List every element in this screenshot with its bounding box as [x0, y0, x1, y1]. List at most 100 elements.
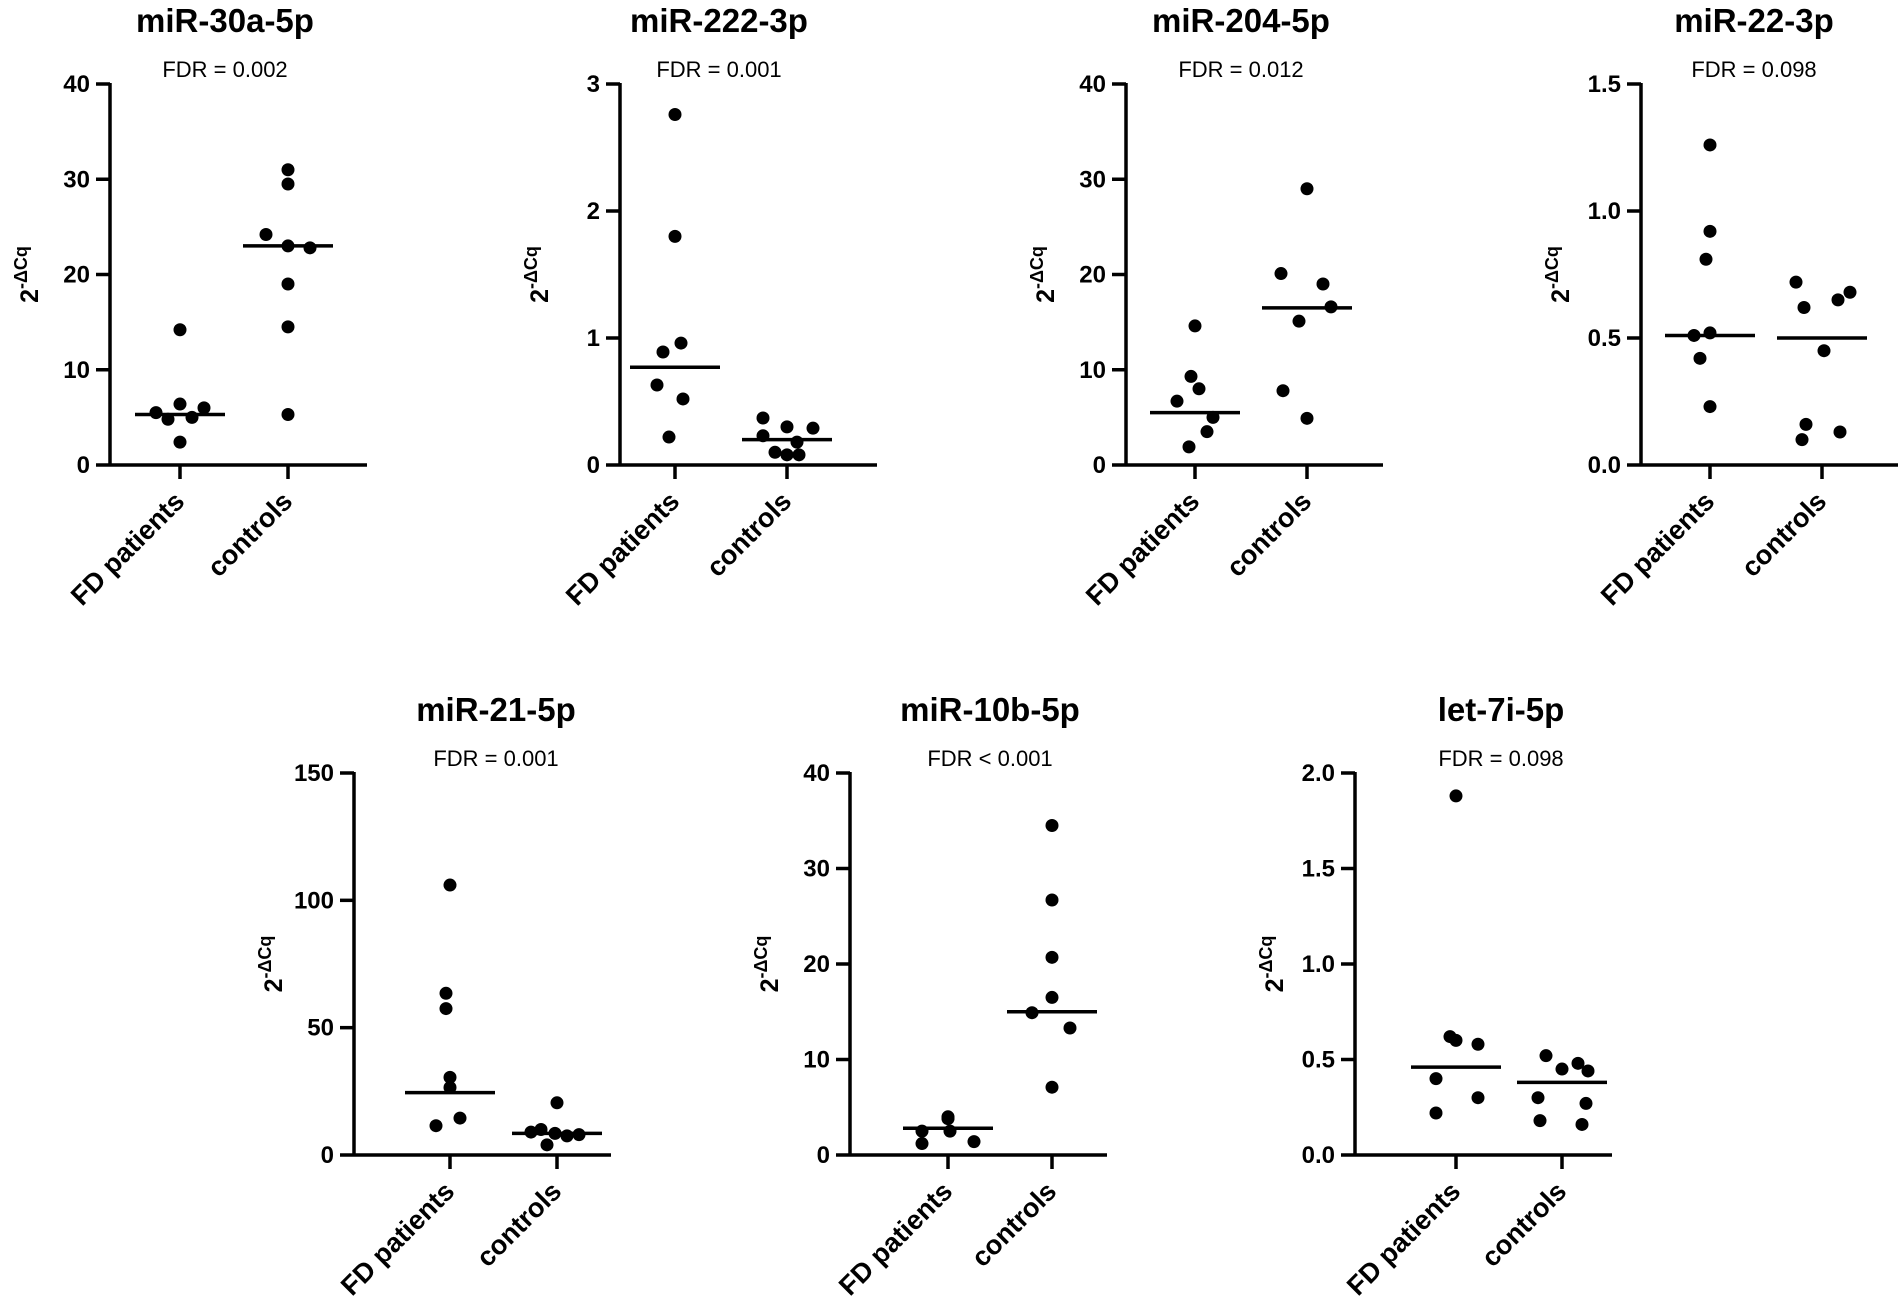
- data-point: [1579, 1096, 1593, 1110]
- data-point: [1843, 285, 1857, 299]
- data-point: [1539, 1049, 1553, 1063]
- y-axis-label: 2-ΔCq: [1256, 936, 1289, 993]
- y-axis-label-superscript: -ΔCq: [1027, 246, 1047, 289]
- chart-title: let-7i-5p: [1438, 691, 1565, 728]
- data-point: [453, 1111, 467, 1125]
- data-point: [548, 1126, 562, 1140]
- y-tick-label: 30: [63, 166, 90, 193]
- data-point: [185, 410, 199, 424]
- x-category-label: controls: [966, 1176, 1063, 1273]
- y-axis-label: 2-ΔCq: [11, 246, 44, 303]
- y-tick-label: 30: [803, 856, 830, 883]
- data-point: [1687, 328, 1701, 342]
- y-tick-label: 0.5: [1588, 325, 1621, 352]
- data-point: [534, 1123, 548, 1137]
- data-point: [941, 1112, 955, 1126]
- y-axis-label-base: 2: [1032, 289, 1060, 303]
- data-point: [1831, 293, 1845, 307]
- y-axis-label: 2-ΔCq: [751, 936, 784, 993]
- data-point: [572, 1128, 586, 1142]
- data-point: [443, 878, 457, 892]
- data-point: [1555, 1062, 1569, 1076]
- y-axis-label-superscript: -ΔCq: [751, 936, 771, 979]
- data-point: [1274, 267, 1288, 281]
- x-category-label: FD patients: [1080, 486, 1205, 611]
- y-tick-label: 2.0: [1302, 760, 1335, 787]
- data-point: [668, 229, 682, 243]
- data-point: [656, 345, 670, 359]
- data-point: [1063, 1021, 1077, 1035]
- y-tick-label: 40: [803, 760, 830, 787]
- data-point: [1703, 326, 1717, 340]
- data-point: [281, 277, 295, 291]
- data-point: [540, 1138, 554, 1152]
- fdr-annotation: FDR = 0.002: [162, 57, 287, 82]
- y-tick-label: 20: [1079, 262, 1106, 289]
- data-point: [1045, 893, 1059, 907]
- data-point: [943, 1124, 957, 1138]
- data-point: [650, 378, 664, 392]
- y-tick-label: 0.0: [1302, 1142, 1335, 1169]
- y-tick-label: 40: [63, 71, 90, 98]
- y-tick-label: 10: [63, 357, 90, 384]
- data-point: [1703, 224, 1717, 238]
- data-point: [662, 430, 676, 444]
- data-point: [443, 1081, 457, 1095]
- y-tick-label: 1.0: [1588, 198, 1621, 225]
- data-point: [1324, 300, 1338, 314]
- x-category-label: FD patients: [833, 1176, 958, 1301]
- data-point: [1693, 351, 1707, 365]
- x-category-label: controls: [701, 486, 798, 583]
- data-point: [915, 1137, 929, 1151]
- fdr-annotation: FDR = 0.001: [656, 57, 781, 82]
- data-point: [676, 392, 690, 406]
- data-point: [1449, 789, 1463, 803]
- fdr-annotation: FDR = 0.012: [1178, 57, 1303, 82]
- x-category-label: controls: [471, 1176, 568, 1273]
- y-tick-label: 0: [321, 1142, 334, 1169]
- data-point: [1429, 1106, 1443, 1120]
- y-tick-label: 10: [803, 1047, 830, 1074]
- y-axis-label-base: 2: [260, 979, 288, 993]
- data-point: [768, 445, 782, 459]
- data-point: [1045, 990, 1059, 1004]
- x-category-label: controls: [1476, 1176, 1573, 1273]
- data-point: [668, 107, 682, 121]
- y-axis-label-superscript: -ΔCq: [1256, 936, 1276, 979]
- data-point: [1316, 277, 1330, 291]
- data-point: [1833, 425, 1847, 439]
- data-point: [173, 435, 187, 449]
- data-point: [173, 323, 187, 337]
- data-point: [439, 986, 453, 1000]
- y-tick-label: 0: [817, 1142, 830, 1169]
- data-point: [161, 412, 175, 426]
- y-tick-label: 0: [1093, 452, 1106, 479]
- data-point: [1797, 301, 1811, 315]
- y-axis-label-superscript: -ΔCq: [255, 936, 275, 979]
- data-point: [1531, 1091, 1545, 1105]
- data-point: [1699, 252, 1713, 266]
- y-tick-label: 30: [1079, 166, 1106, 193]
- data-point: [1184, 369, 1198, 383]
- data-point: [756, 429, 770, 443]
- chart-title: miR-222-3p: [630, 2, 808, 39]
- y-tick-label: 20: [63, 262, 90, 289]
- y-tick-label: 3: [587, 71, 600, 98]
- data-point: [560, 1129, 574, 1143]
- y-tick-label: 1: [587, 325, 600, 352]
- chart-panel-1: miR-222-3p FDR = 0.001 0 1 2 3 FD patients cont…: [521, 2, 877, 611]
- data-point: [1795, 433, 1809, 447]
- y-tick-label: 1.5: [1302, 856, 1335, 883]
- data-point: [1571, 1056, 1585, 1070]
- data-point: [439, 1002, 453, 1016]
- x-category-label: FD patients: [65, 486, 190, 611]
- data-point: [281, 163, 295, 177]
- data-point: [792, 448, 806, 462]
- data-point: [1182, 440, 1196, 454]
- data-point: [173, 397, 187, 411]
- x-category-label: controls: [202, 486, 299, 583]
- x-category-label: controls: [1221, 486, 1318, 583]
- data-point: [1575, 1117, 1589, 1131]
- data-point: [1703, 138, 1717, 152]
